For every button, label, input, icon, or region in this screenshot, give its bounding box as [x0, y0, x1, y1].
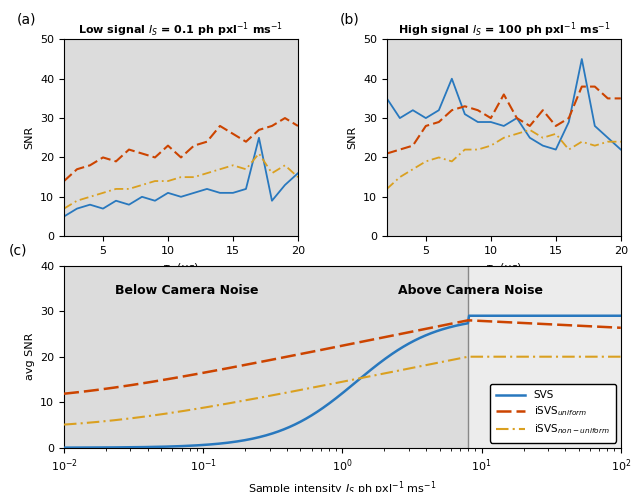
iSVS$_{uniform}$ — [464, 317, 472, 323]
Bar — [468, 266, 621, 448]
Title: High signal $I_S$ = 100 ph pxl$^{-1}$ ms$^{-1}$: High signal $I_S$ = 100 ph pxl$^{-1}$ ms… — [397, 21, 610, 39]
Y-axis label: SNR: SNR — [348, 126, 358, 150]
iSVS$_{uniform}$ — [605, 324, 612, 330]
SVS — [605, 313, 612, 319]
SVS — [518, 313, 525, 319]
iSVS$_{non-uniform}$ — [392, 369, 399, 374]
SVS — [465, 313, 473, 319]
Text: Below Camera Noise: Below Camera Noise — [115, 284, 259, 297]
Text: Above Camera Noise: Above Camera Noise — [398, 284, 543, 297]
Legend: SVS, iSVS$_{uniform}$, iSVS$_{non-uniform}$: SVS, iSVS$_{uniform}$, iSVS$_{non-unifor… — [490, 384, 616, 442]
iSVS$_{uniform}$ — [328, 345, 335, 351]
SVS — [60, 445, 68, 451]
iSVS$_{non-uniform}$ — [362, 374, 369, 380]
SVS — [324, 401, 332, 407]
SVS — [362, 371, 369, 377]
X-axis label: $\tau_s$ ($\mu$s): $\tau_s$ ($\mu$s) — [163, 261, 200, 276]
X-axis label: $\tau_s$ ($\mu$s): $\tau_s$ ($\mu$s) — [485, 261, 522, 276]
iSVS$_{non-uniform}$ — [605, 354, 612, 360]
Line: SVS: SVS — [64, 316, 621, 448]
iSVS$_{uniform}$ — [362, 338, 369, 344]
iSVS$_{non-uniform}$ — [465, 354, 473, 360]
iSVS$_{non-uniform}$ — [60, 422, 68, 428]
Text: (a): (a) — [17, 13, 36, 27]
Title: Low signal $I_S$ = 0.1 ph pxl$^{-1}$ ms$^{-1}$: Low signal $I_S$ = 0.1 ph pxl$^{-1}$ ms$… — [79, 21, 284, 39]
iSVS$_{non-uniform}$ — [518, 354, 525, 360]
Line: iSVS$_{non-uniform}$: iSVS$_{non-uniform}$ — [64, 357, 621, 425]
iSVS$_{uniform}$ — [518, 320, 525, 326]
Bar — [64, 266, 468, 448]
Y-axis label: avg SNR: avg SNR — [24, 333, 35, 380]
SVS — [328, 399, 335, 404]
iSVS$_{uniform}$ — [60, 391, 68, 397]
iSVS$_{non-uniform}$ — [328, 381, 335, 387]
SVS — [617, 313, 625, 319]
iSVS$_{uniform}$ — [324, 345, 332, 351]
iSVS$_{uniform}$ — [617, 325, 625, 331]
Text: (b): (b) — [340, 13, 360, 27]
iSVS$_{non-uniform}$ — [617, 354, 625, 360]
Y-axis label: SNR: SNR — [24, 126, 35, 150]
SVS — [392, 349, 399, 355]
iSVS$_{uniform}$ — [392, 332, 399, 338]
X-axis label: Sample intensity $I_S$ ph pxl$^{-1}$ ms$^{-1}$: Sample intensity $I_S$ ph pxl$^{-1}$ ms$… — [248, 480, 436, 492]
iSVS$_{non-uniform}$ — [324, 381, 332, 387]
Line: iSVS$_{uniform}$: iSVS$_{uniform}$ — [64, 320, 621, 394]
Text: (c): (c) — [8, 244, 27, 258]
